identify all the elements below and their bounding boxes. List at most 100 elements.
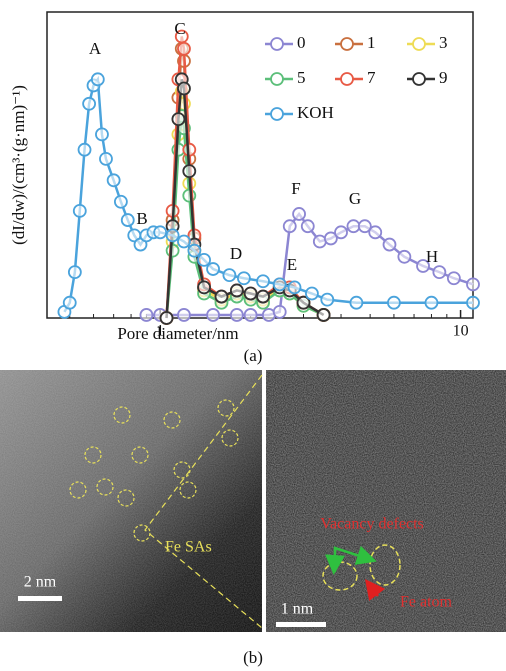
x-axis-label: Pore diameter/nm bbox=[117, 324, 238, 343]
data-point bbox=[316, 308, 331, 322]
legend-label: KOH bbox=[297, 103, 334, 122]
annotation: A bbox=[89, 39, 102, 58]
data-point bbox=[67, 265, 82, 280]
data-point bbox=[72, 203, 87, 218]
data-point bbox=[368, 225, 383, 240]
data-point bbox=[77, 142, 92, 157]
data-point bbox=[177, 81, 191, 96]
data-point bbox=[320, 292, 335, 307]
data-point bbox=[346, 219, 361, 234]
data-point bbox=[334, 225, 348, 240]
legend-label: 5 bbox=[297, 68, 306, 87]
data-point bbox=[177, 234, 191, 249]
scale-bar-label: 1 nm bbox=[281, 601, 314, 618]
x-tick-label: 1 bbox=[156, 323, 164, 340]
x-tick-label: 10 bbox=[453, 323, 469, 340]
data-point bbox=[222, 268, 237, 283]
y-axis-label: (dI/dw)/(cm³·(g·nm)⁻¹) bbox=[9, 85, 28, 245]
data-point bbox=[397, 249, 412, 264]
data-point bbox=[300, 219, 315, 234]
legend-label: 0 bbox=[297, 33, 306, 52]
data-point bbox=[287, 280, 302, 295]
data-point bbox=[206, 262, 220, 276]
legend-label: 3 bbox=[439, 33, 448, 52]
data-point bbox=[237, 271, 251, 286]
data-point bbox=[416, 259, 430, 273]
data-point bbox=[182, 164, 197, 179]
scale-bar bbox=[18, 596, 62, 601]
annotation: G bbox=[349, 189, 361, 208]
scale-bar-label: 2 nm bbox=[24, 574, 57, 591]
caption-b: (b) bbox=[243, 648, 263, 667]
data-point bbox=[272, 304, 287, 319]
data-point bbox=[197, 280, 211, 295]
data-point bbox=[466, 295, 480, 310]
scale-bar bbox=[276, 622, 326, 627]
data-point bbox=[446, 271, 461, 286]
annotation: F bbox=[291, 179, 300, 198]
legend-marker bbox=[270, 72, 284, 86]
legend-marker bbox=[270, 107, 284, 121]
data-point bbox=[256, 289, 270, 304]
data-point bbox=[243, 308, 258, 322]
data-point bbox=[120, 213, 135, 227]
data-point bbox=[349, 295, 364, 310]
data-point bbox=[466, 277, 480, 292]
data-point bbox=[424, 295, 439, 310]
annotation: H bbox=[426, 247, 438, 266]
data-point bbox=[296, 295, 311, 310]
legend-label: 1 bbox=[367, 33, 376, 52]
legend-label: 9 bbox=[439, 68, 448, 87]
legend-marker bbox=[412, 72, 426, 86]
data-point bbox=[177, 308, 191, 322]
legend-label: 7 bbox=[367, 68, 376, 87]
data-point bbox=[62, 295, 77, 310]
legend-marker bbox=[412, 37, 426, 51]
data-point bbox=[305, 286, 319, 301]
data-point bbox=[272, 277, 287, 292]
annotation: C bbox=[174, 19, 185, 38]
data-point bbox=[187, 243, 202, 258]
data-point bbox=[292, 207, 306, 221]
legend-marker bbox=[340, 37, 354, 51]
legend-marker bbox=[340, 72, 354, 86]
data-point bbox=[82, 96, 97, 111]
annotation: D bbox=[230, 244, 242, 263]
annotation: B bbox=[136, 209, 147, 228]
label-vacancy: Vacancy defects bbox=[320, 516, 424, 533]
caption-a: (a) bbox=[244, 346, 263, 365]
data-point bbox=[432, 265, 447, 280]
micrograph-right: Vacancy defects Fe atom 1 nm bbox=[266, 370, 506, 632]
data-point bbox=[357, 219, 372, 234]
data-point bbox=[171, 112, 186, 126]
data-point bbox=[106, 173, 121, 188]
data-point bbox=[214, 289, 229, 304]
plot: 1 10 0 1 3 5 7 9 KOH A B C D E F G H bbox=[46, 11, 480, 340]
data-point bbox=[382, 237, 397, 252]
data-point bbox=[95, 127, 109, 142]
data-point bbox=[206, 308, 220, 322]
data-point bbox=[243, 286, 258, 301]
data-point bbox=[139, 308, 154, 322]
label-fe-sas: Fe SAs bbox=[165, 539, 212, 556]
annotation: E bbox=[287, 255, 297, 274]
data-point bbox=[99, 151, 113, 166]
data-point bbox=[312, 234, 327, 249]
data-point bbox=[229, 308, 244, 322]
data-point bbox=[197, 252, 211, 267]
data-point bbox=[165, 243, 180, 258]
data-point bbox=[256, 274, 270, 289]
data-point bbox=[159, 311, 174, 325]
micrograph-left: Fe SAs 2 nm bbox=[0, 370, 263, 632]
data-point bbox=[229, 283, 244, 298]
data-point bbox=[323, 231, 338, 246]
data-point bbox=[165, 228, 180, 243]
data-point bbox=[90, 72, 105, 87]
data-point bbox=[177, 41, 191, 56]
plot-frame bbox=[46, 11, 474, 319]
data-point bbox=[282, 219, 297, 234]
legend-marker bbox=[270, 37, 284, 51]
data-point bbox=[113, 194, 128, 209]
